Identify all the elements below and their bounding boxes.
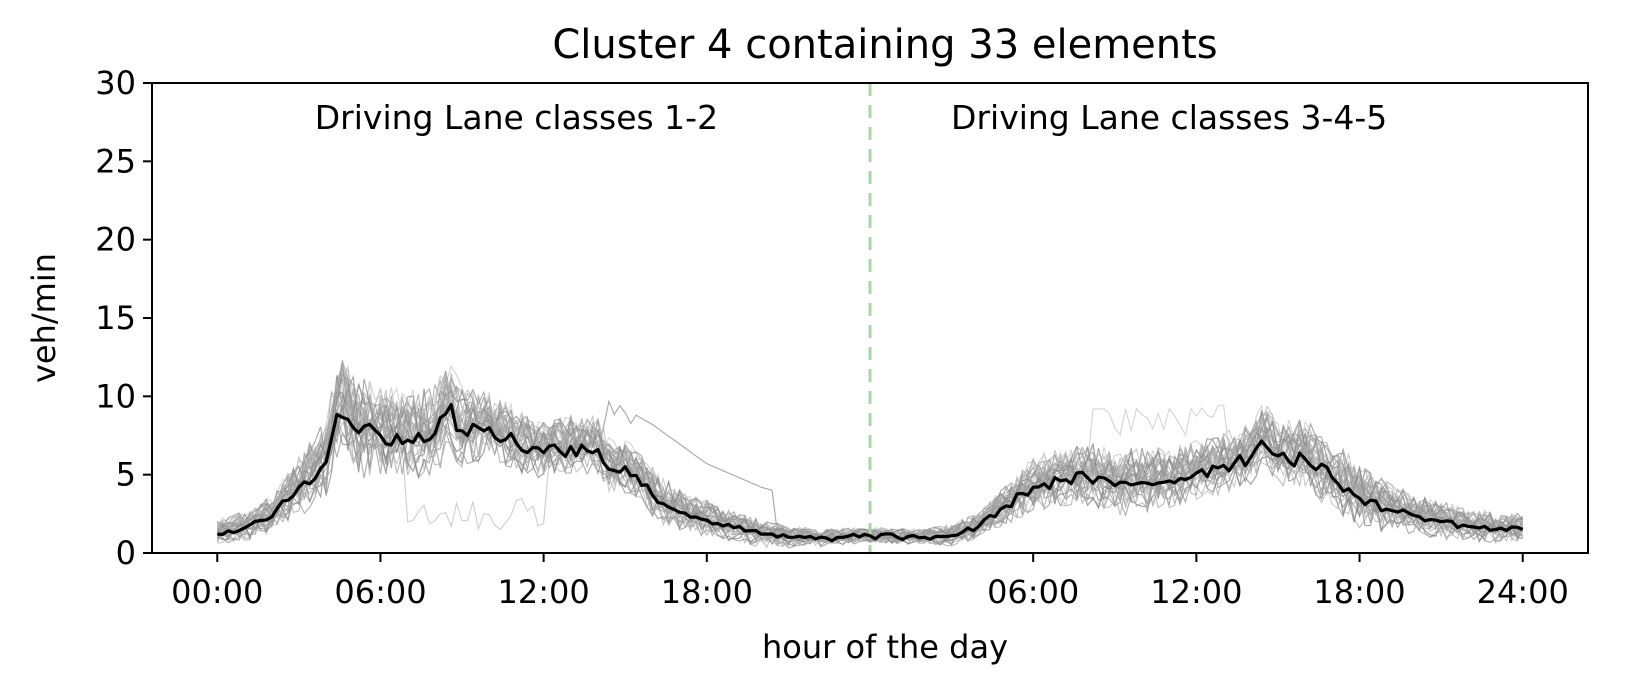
x-tick-label: 12:00	[1150, 573, 1242, 611]
x-tick-label: 12:00	[498, 573, 590, 611]
x-axis: 00:00 06:00 12:00 18:00 06:00 12:00 18:00 24:00	[171, 553, 1569, 611]
y-tick-label: 10	[95, 377, 136, 415]
y-tick-label: 5	[116, 456, 136, 494]
x-tick-label: 00:00	[171, 573, 263, 611]
y-tick-label: 20	[95, 221, 136, 259]
y-tick-label: 0	[116, 534, 136, 572]
x-tick-label: 18:00	[1313, 573, 1405, 611]
x-tick-label: 18:00	[661, 573, 753, 611]
centroid-line	[217, 403, 1524, 543]
x-tick-label: 24:00	[1477, 573, 1569, 611]
y-axis-label: veh/min	[25, 253, 63, 383]
y-axis: 0 5 10 15 20 25 30	[95, 64, 152, 572]
x-axis-label: hour of the day	[762, 628, 1008, 666]
annotation-lane-classes-3-4-5: Driving Lane classes 3-4-5	[951, 98, 1387, 137]
chart-title: Cluster 4 containing 33 elements	[552, 22, 1217, 68]
y-tick-label: 25	[95, 142, 136, 180]
x-tick-label: 06:00	[987, 573, 1079, 611]
y-tick-label: 30	[95, 64, 136, 102]
y-tick-label: 15	[95, 299, 136, 337]
annotation-lane-classes-1-2: Driving Lane classes 1-2	[315, 98, 718, 137]
x-tick-label: 06:00	[334, 573, 426, 611]
